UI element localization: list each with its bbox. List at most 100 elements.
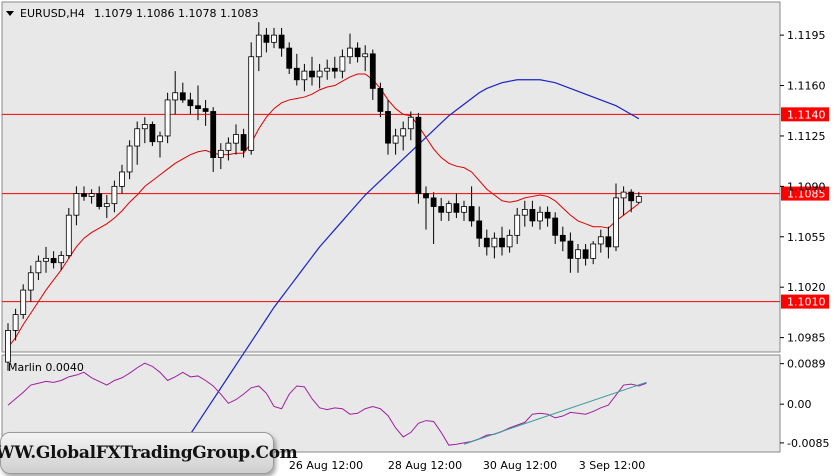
candle-bull (400, 128, 407, 137)
candle-bear (483, 237, 490, 248)
candle-bull (103, 203, 110, 207)
candle-bear (309, 70, 315, 78)
candle-bull (43, 257, 49, 262)
candle-bull (271, 34, 277, 43)
candle-bull (172, 92, 179, 101)
candle-bear (369, 53, 376, 89)
candle-bear (605, 236, 612, 248)
candle-bull (20, 289, 27, 315)
candle-bear (544, 211, 551, 219)
candle-bear (278, 34, 285, 49)
candle-bear (567, 240, 574, 259)
indicator-tick-label: 0.00 (787, 398, 812, 411)
candle-bull (514, 214, 521, 236)
indicator-tick-label: 0.0089 (787, 358, 826, 371)
candle-bear (293, 67, 300, 81)
candle-bull (126, 145, 133, 173)
candle-bear (476, 220, 483, 239)
candle-bull (590, 243, 597, 259)
level-price-box (781, 107, 829, 122)
candle-bull (111, 185, 118, 205)
candle-bull (597, 236, 604, 245)
ohlc-values: 1.1079 1.1086 1.1078 1.1083 (94, 7, 258, 20)
candle-bull (521, 209, 528, 216)
candle-bull (407, 116, 414, 130)
axes: 1.1140 1.1085 1.1010 1.1195 1.1160 1.1125 1.10… (289, 29, 830, 472)
price-tick-label: 1.1090 (787, 180, 826, 193)
level-price-label: 1.1010 (787, 296, 826, 309)
candle-bear (377, 88, 384, 112)
marlin-line (7, 362, 647, 446)
candle-bull (491, 237, 498, 248)
candle-bear (529, 209, 536, 222)
level-price-box (781, 294, 829, 309)
candle-bull (35, 260, 42, 274)
symbol-dropdown-icon[interactable] (6, 11, 14, 16)
candle-bear (210, 111, 217, 158)
candle-bear (430, 197, 437, 207)
candle-bull (575, 249, 581, 259)
candle-bear (187, 99, 194, 107)
website-watermark: WWW.GlobalFXTradingGroup.Com (0, 432, 298, 474)
candle-bear (149, 124, 156, 143)
candle-bull (141, 124, 148, 130)
candle-bear (81, 193, 87, 197)
symbol-label: EURUSD,H4 (20, 7, 85, 20)
candle-bull (65, 214, 72, 256)
indicator-label: Marlin 0.0040 (8, 361, 84, 374)
candle-bull (347, 47, 353, 58)
candle-bear (582, 249, 589, 259)
candle-bull (392, 135, 399, 144)
candle-bear (423, 193, 429, 199)
candle-bull (58, 255, 65, 264)
candle-bull (5, 329, 11, 363)
candle-bull (73, 193, 80, 216)
ma-slow-line (182, 79, 640, 446)
candle-bear (286, 47, 293, 69)
candle-bear (415, 116, 422, 194)
candle-bull (225, 142, 232, 151)
price-tick-label: 1.1020 (787, 281, 826, 294)
candle-bear (468, 206, 475, 222)
candle-bull (537, 211, 543, 222)
candle-bull (316, 70, 323, 78)
ma-fast-line (7, 73, 640, 348)
candle-bull (506, 234, 513, 248)
candle-bear (179, 92, 186, 101)
time-tick-label: 30 Aug 12:00 (483, 459, 557, 472)
price-tick-label: 1.1125 (787, 130, 826, 143)
support-resistance-levels (2, 113, 780, 303)
candles (5, 22, 642, 371)
candle-bear (96, 193, 103, 207)
candle-bear (263, 34, 270, 43)
candle-bull (88, 193, 95, 197)
candle-bear (331, 67, 338, 72)
candle-bear (559, 234, 566, 242)
marlin-indicator (7, 362, 647, 446)
candle-bull (324, 67, 331, 72)
candle-bull (613, 197, 619, 248)
candle-bull (635, 196, 642, 203)
candle-bear (453, 203, 460, 213)
time-tick-label: 26 Aug 12:00 (289, 459, 363, 472)
candle-bull (339, 56, 346, 72)
time-tick-label: 3 Sep 12:00 (579, 459, 645, 472)
candle-bull (12, 314, 19, 331)
candle-bull (248, 56, 255, 151)
time-tick-label: 28 Aug 12:00 (388, 459, 462, 472)
level-price-box (781, 186, 829, 201)
candle-bear (195, 105, 201, 109)
price-tick-label: 1.1055 (787, 231, 826, 244)
price-tick-label: 1.1160 (787, 80, 826, 93)
candle-bull (27, 272, 34, 291)
indicator-tick-label: -0.0085 (787, 437, 829, 450)
candle-bull (157, 135, 163, 143)
candle-bull (134, 128, 141, 147)
price-tick-label: 1.0985 (787, 332, 826, 345)
candle-bull (233, 134, 239, 144)
candle-bull (217, 149, 224, 158)
candle-bull (255, 34, 262, 58)
candle-bull (461, 206, 467, 213)
candle-bear (50, 257, 57, 264)
